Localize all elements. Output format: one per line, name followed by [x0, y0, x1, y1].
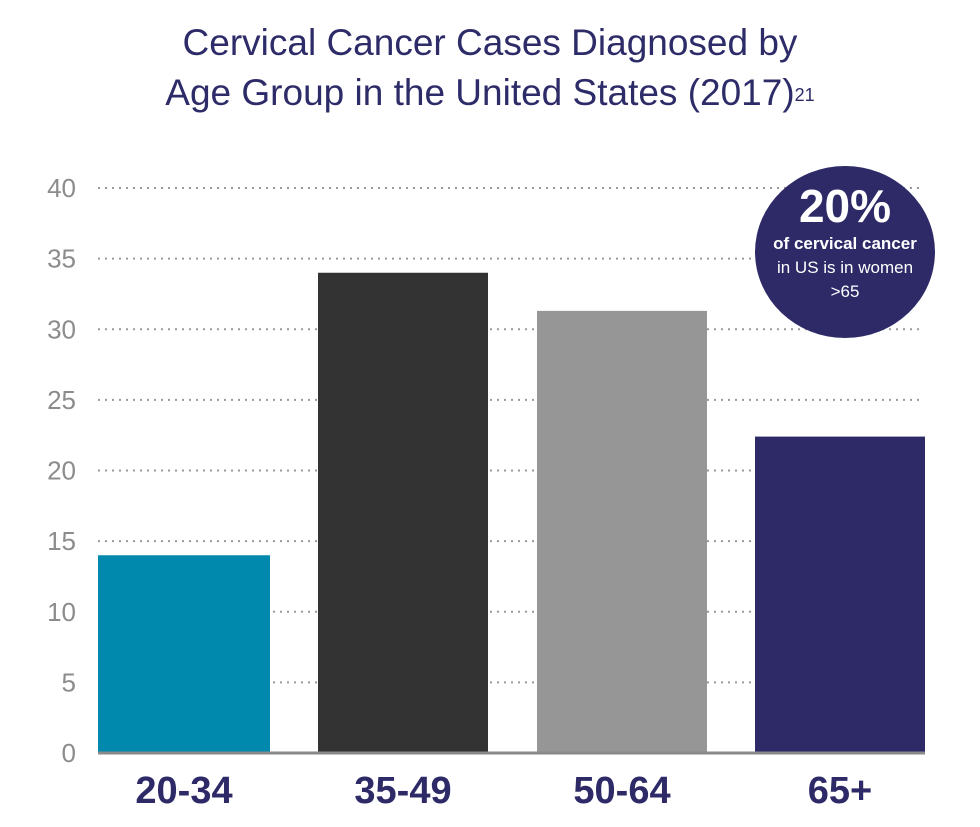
- callout-line-1: of cervical cancer: [773, 234, 917, 253]
- y-tick-label: 10: [47, 597, 76, 627]
- bar-65+: [755, 436, 925, 753]
- bar-50-64: [537, 310, 707, 753]
- y-tick-label: 0: [62, 738, 76, 768]
- callout-line-3: >65: [830, 282, 860, 301]
- y-tick-label: 30: [47, 314, 76, 344]
- y-tick-label: 15: [47, 526, 76, 556]
- chart-title: Cervical Cancer Cases Diagnosed by Age G…: [0, 18, 980, 118]
- y-tick-label: 5: [62, 667, 76, 697]
- x-tick-label: 50-64: [573, 770, 670, 812]
- callout-value: 20%: [798, 180, 892, 232]
- x-tick-label: 65+: [808, 770, 872, 812]
- y-tick-label: 40: [47, 173, 76, 203]
- y-tick-label: 25: [47, 385, 76, 415]
- title-line-2: Age Group in the United States (2017)21: [0, 68, 980, 118]
- bar-20-34: [98, 555, 270, 753]
- x-tick-label: 35-49: [354, 770, 451, 812]
- title-reference: 21: [794, 85, 815, 105]
- bar-35-49: [318, 272, 488, 753]
- x-tick-label: 20-34: [135, 770, 232, 812]
- y-tick-label: 35: [47, 244, 76, 274]
- title-line-1: Cervical Cancer Cases Diagnosed by: [182, 22, 798, 63]
- callout-circle: 20% of cervical cancer in US is in women…: [755, 166, 935, 338]
- title-line-2-text: Age Group in the United States (2017): [165, 72, 795, 113]
- callout-line-2: in US is in women: [776, 258, 914, 277]
- y-tick-label: 20: [47, 456, 76, 486]
